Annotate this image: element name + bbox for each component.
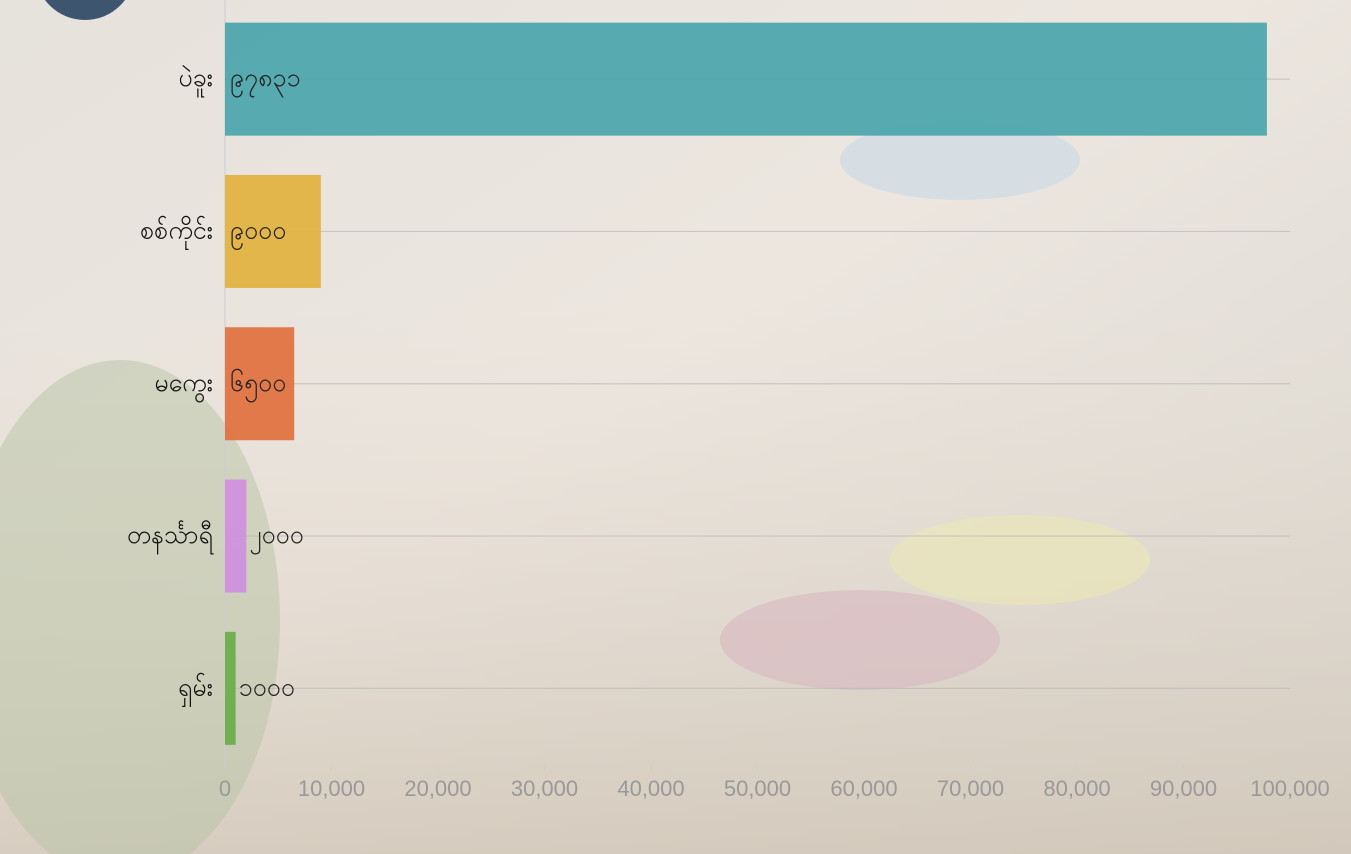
y-tick-label: ပဲခူး [178,63,213,97]
bar [225,327,295,441]
value-label: ၆၅၀၀ [230,368,286,402]
x-tick-label: 10,000 [298,776,365,801]
value-label: ၁၀၀၀ [239,672,295,701]
value-label: ၉၀၀၀ [230,215,286,249]
corner-badge [45,0,125,20]
bar [225,174,321,288]
x-tick-label: 20,000 [404,776,471,801]
background-bundle [720,590,1000,690]
x-tick-label: 60,000 [830,776,897,801]
background-bundle [890,515,1150,605]
background-foliage [0,360,280,854]
x-tick-label: 50,000 [724,776,791,801]
x-tick-label: 80,000 [1043,776,1110,801]
bar [225,479,247,593]
x-tick-label: 100,000 [1250,776,1330,801]
x-tick-label: 0 [219,776,231,801]
x-tick-label: 30,000 [511,776,578,801]
value-label: ၂၀၀၀ [249,520,303,554]
bar [225,22,1267,136]
value-label: ၉၇၈၃၁ [230,63,301,97]
y-tick-label: တနင်္သာရီ [127,520,215,554]
background-bundle [840,120,1080,200]
bar [225,631,236,745]
x-tick-label: 40,000 [617,776,684,801]
y-tick-label: စစ်ကိုင်း [140,215,213,249]
x-tick-label: 90,000 [1150,776,1217,801]
x-tick-label: 70,000 [937,776,1004,801]
